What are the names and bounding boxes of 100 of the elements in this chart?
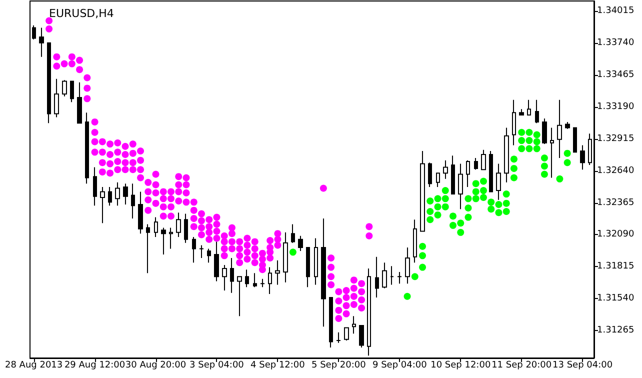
point <box>450 222 456 229</box>
point <box>251 259 258 266</box>
point <box>518 137 526 144</box>
point <box>472 188 480 196</box>
point <box>190 223 198 230</box>
point <box>122 159 129 166</box>
point <box>98 148 106 156</box>
point <box>114 148 122 156</box>
point <box>198 231 205 238</box>
point <box>540 162 548 170</box>
point <box>46 25 53 32</box>
point <box>122 142 129 150</box>
candlestick <box>504 127 509 183</box>
candlestick <box>458 163 463 210</box>
candlestick <box>306 247 310 288</box>
candlestick <box>481 149 486 170</box>
point <box>510 156 518 163</box>
candlestick <box>115 182 120 206</box>
point <box>350 292 358 300</box>
point <box>190 198 198 206</box>
point <box>526 145 533 152</box>
point <box>464 214 472 221</box>
point <box>510 164 518 172</box>
candlestick <box>100 186 105 224</box>
point <box>190 206 198 214</box>
point <box>564 150 571 157</box>
point <box>335 314 342 322</box>
text: EURUSD,H4 <box>49 7 114 20</box>
point <box>91 148 98 156</box>
point <box>533 131 540 138</box>
point <box>320 184 327 192</box>
candlestick <box>275 260 280 286</box>
point <box>358 288 366 296</box>
point <box>91 138 98 146</box>
point <box>206 236 213 243</box>
point <box>426 216 434 224</box>
point <box>358 304 366 312</box>
candlestick <box>176 212 181 238</box>
point <box>106 140 114 148</box>
point <box>350 276 358 284</box>
point <box>411 273 418 280</box>
point <box>502 190 510 198</box>
point <box>236 259 244 266</box>
point <box>228 230 236 238</box>
candlestick <box>70 80 74 103</box>
point <box>266 254 274 262</box>
x-tick-label: 4 Sep 12:00 <box>250 360 306 370</box>
point <box>342 302 350 310</box>
point <box>84 95 91 102</box>
candlestick <box>542 118 547 145</box>
candlestick <box>245 269 249 288</box>
point <box>342 294 350 302</box>
candlestick <box>405 247 410 284</box>
candlestick <box>375 256 379 298</box>
point <box>419 252 426 260</box>
point <box>175 188 182 196</box>
candlestick <box>85 112 89 184</box>
candlestick <box>207 248 211 264</box>
candlestick <box>237 276 242 317</box>
point <box>114 158 122 165</box>
candlestick <box>512 99 516 146</box>
candlestick <box>428 162 432 188</box>
candlestick <box>390 266 394 286</box>
point <box>175 173 182 180</box>
candlestick <box>397 271 402 284</box>
candlestick <box>359 324 364 348</box>
point <box>168 212 174 220</box>
point <box>144 178 152 186</box>
point <box>350 284 358 292</box>
candlestick <box>222 264 227 292</box>
candlestick <box>283 232 288 283</box>
point <box>152 170 160 178</box>
candlestick <box>314 238 318 286</box>
candlestick <box>466 160 470 188</box>
point <box>426 208 434 215</box>
point <box>98 168 106 176</box>
point <box>258 266 266 274</box>
point <box>274 242 282 249</box>
point <box>182 189 190 196</box>
candlestick <box>580 144 585 170</box>
point <box>442 203 449 210</box>
point <box>213 214 220 221</box>
candlestick <box>93 166 97 206</box>
candlestick <box>138 191 143 234</box>
point <box>53 62 60 70</box>
point <box>480 178 487 185</box>
candlestick <box>268 266 272 295</box>
point <box>434 195 442 202</box>
candlestick <box>123 183 128 205</box>
point <box>114 166 122 174</box>
point <box>266 248 274 256</box>
point <box>464 204 472 212</box>
candlestick <box>260 278 265 288</box>
candlestick <box>230 257 234 294</box>
candlestick <box>451 155 455 195</box>
point <box>419 242 426 250</box>
point <box>53 53 60 60</box>
candlestick <box>496 163 501 200</box>
y-tick-label: 1.32365 <box>597 198 634 208</box>
point <box>198 210 205 218</box>
